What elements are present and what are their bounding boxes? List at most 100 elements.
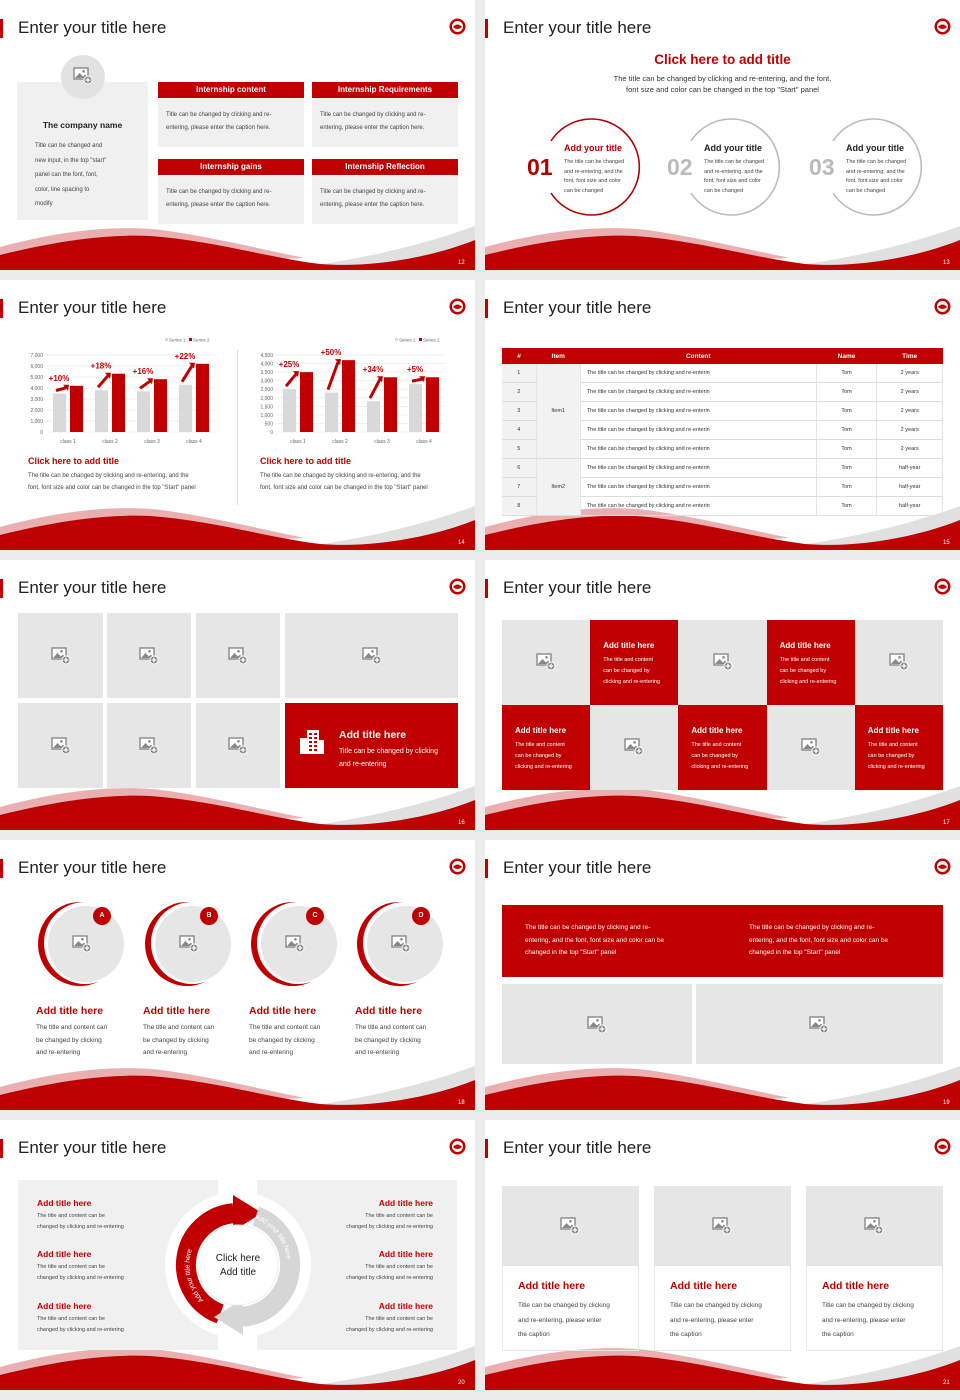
table-row[interactable]: 2 The title can be changed by clicking an… — [502, 382, 943, 402]
text-card — [502, 705, 591, 790]
text-line: can be changed by — [603, 668, 650, 674]
slide-title[interactable]: Enter your title here — [503, 298, 652, 317]
image-placeholder-icon[interactable] — [624, 738, 644, 756]
image-placeholder-icon[interactable] — [800, 738, 821, 756]
slide-21[interactable]: Enter your title here 21 Add title here … — [485, 1120, 960, 1390]
text-line: Title can be changed and — [35, 143, 103, 149]
item-title[interactable]: Add title here — [36, 1005, 104, 1017]
slide-18[interactable]: Enter your title here 18 A Add title her… — [0, 840, 475, 1110]
table-row[interactable]: 1 Item1 The title can be changed by clicki… — [502, 364, 943, 459]
image-placeholder-icon[interactable] — [536, 653, 556, 671]
bar-1[interactable] — [409, 384, 422, 432]
slide-title[interactable]: Enter your title here — [18, 298, 167, 317]
image-placeholder-icon[interactable] — [889, 653, 909, 671]
card-title[interactable]: Add title here — [822, 1280, 890, 1292]
slide-16[interactable]: Enter your title here 16 Add title here … — [0, 560, 475, 830]
text-line: Title can be changed by clicking — [822, 1302, 914, 1309]
image-placeholder-icon[interactable] — [228, 737, 248, 755]
item-title[interactable]: Add title here — [37, 1249, 92, 1259]
bar-1[interactable] — [179, 384, 192, 432]
slide-title[interactable]: Enter your title here — [503, 1138, 652, 1157]
slide-title[interactable]: Enter your title here — [503, 578, 652, 597]
bar-2[interactable] — [300, 372, 313, 432]
image-placeholder-icon[interactable] — [809, 1016, 829, 1034]
slide-13[interactable]: Enter your title here 13 Click here to a… — [485, 0, 960, 270]
bar-1[interactable] — [325, 392, 338, 432]
feature-title[interactable]: Add title here — [339, 729, 407, 741]
bar-2[interactable] — [426, 377, 439, 432]
item-title[interactable]: Add title here — [37, 1301, 92, 1311]
card-title[interactable]: Add title here — [518, 1280, 586, 1292]
item-title[interactable]: Add your title — [564, 143, 622, 153]
image-placeholder-icon[interactable] — [391, 935, 411, 953]
item-title[interactable]: Add title here — [355, 1005, 423, 1017]
image-placeholder-icon[interactable] — [73, 67, 93, 85]
bar-2[interactable] — [384, 377, 397, 432]
bar-2[interactable] — [112, 373, 125, 432]
bar-2[interactable] — [342, 360, 355, 432]
image-placeholder-icon[interactable] — [361, 647, 382, 665]
bar-2[interactable] — [70, 385, 83, 432]
image-placeholder-icon[interactable] — [712, 653, 733, 671]
table-row[interactable]: 3 The title can be changed by clicking an… — [502, 401, 943, 421]
time-cell: half-year — [876, 458, 943, 478]
image-placeholder-icon[interactable] — [50, 737, 71, 755]
table-row[interactable]: 4 The title can be changed by clicking an… — [502, 420, 943, 440]
slide-14[interactable]: Enter your title here 14 0 1,000 2,000 3,00… — [0, 280, 475, 550]
center-label[interactable]: Click here — [216, 1253, 261, 1264]
card-title[interactable]: Add title here — [515, 726, 567, 735]
caption-title[interactable]: Click here to add title — [28, 456, 120, 466]
image-placeholder-icon[interactable] — [50, 647, 71, 665]
card-title[interactable]: Add title here — [603, 641, 655, 650]
bar-1[interactable] — [367, 401, 380, 432]
slide-20[interactable]: Enter your title here 20 Add title here T… — [0, 1120, 475, 1390]
slide-title[interactable]: Enter your title here — [503, 18, 652, 37]
image-placeholder-icon[interactable] — [72, 935, 92, 953]
item-title[interactable]: Add title here — [37, 1198, 92, 1208]
table-row[interactable]: 7 The title can be changed by clicking an… — [502, 477, 943, 497]
image-placeholder-icon[interactable] — [139, 647, 159, 665]
center-label[interactable]: Add title — [220, 1267, 257, 1278]
slide-title[interactable]: Enter your title here — [18, 578, 167, 597]
card-title[interactable]: Add title here — [670, 1280, 738, 1292]
bar-2[interactable] — [154, 379, 167, 432]
slide-title[interactable]: Enter your title here — [18, 1138, 167, 1157]
image-placeholder-icon[interactable] — [228, 647, 248, 665]
image-placeholder-icon[interactable] — [560, 1217, 580, 1235]
image-placeholder-icon[interactable] — [864, 1217, 884, 1235]
item-title[interactable]: Add title here — [249, 1005, 317, 1017]
bar-1[interactable] — [95, 390, 108, 432]
table-row[interactable]: 5 The title can be changed by clicking an… — [502, 439, 943, 459]
card-title[interactable]: Add title here — [779, 641, 831, 650]
image-placeholder-icon[interactable] — [712, 1217, 732, 1235]
table-row[interactable]: 6 Item2 The title can be changed by clicki… — [502, 458, 943, 516]
card-title[interactable]: Add title here — [691, 726, 743, 735]
bar-1[interactable] — [137, 391, 150, 432]
image-placeholder-icon[interactable] — [285, 935, 305, 953]
slide-17[interactable]: Enter your title here 17 Add title here T… — [485, 560, 960, 830]
slide-15[interactable]: Enter your title here 15 # Item Content Nam… — [485, 280, 960, 550]
card-title[interactable]: Add title here — [867, 726, 919, 735]
text-line: and re-entering, and the — [564, 168, 623, 175]
slide-title[interactable]: Enter your title here — [18, 18, 167, 37]
item-title[interactable]: Add title here — [143, 1005, 211, 1017]
section-heading[interactable]: Click here to add title — [654, 52, 791, 67]
image-placeholder-icon[interactable] — [139, 737, 159, 755]
bar-1[interactable] — [53, 393, 66, 433]
slide-title[interactable]: Enter your title here — [18, 858, 167, 877]
item-title[interactable]: Add your title — [704, 143, 762, 153]
slide-title[interactable]: Enter your title here — [503, 858, 652, 877]
image-placeholder-icon[interactable] — [179, 935, 199, 953]
bar-2[interactable] — [196, 363, 209, 432]
item-title[interactable]: Add title here — [378, 1249, 433, 1259]
item-title[interactable]: Add title here — [378, 1198, 433, 1208]
slide-19[interactable]: Enter your title here 19 The title can b… — [485, 840, 960, 1110]
slide-12[interactable]: Enter your title here 12 The company nam… — [0, 0, 475, 270]
item-title[interactable]: Add your title — [846, 143, 904, 153]
logo-icon — [934, 578, 951, 595]
image-placeholder-icon[interactable] — [587, 1016, 607, 1034]
caption-title[interactable]: Click here to add title — [260, 456, 352, 466]
item-title[interactable]: Add title here — [378, 1301, 433, 1311]
table-row[interactable]: 8 The title can be changed by clicking an… — [502, 496, 943, 516]
bar-1[interactable] — [283, 389, 296, 432]
